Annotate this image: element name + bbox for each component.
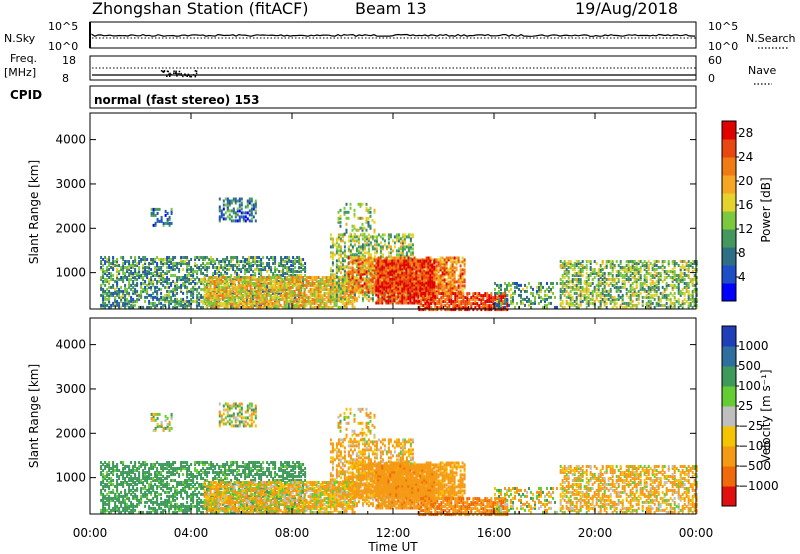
cpid-text: normal (fast stereo) 153 — [94, 93, 260, 107]
colorbar-segment — [722, 466, 736, 487]
velocity-cbar-tick: −25 — [738, 419, 763, 433]
nsearch-tick-bottom: 10^0 — [708, 40, 738, 53]
power-colorbar: 4 8 12 16 20 24 28 — [721, 120, 753, 302]
colorbar-segment — [722, 426, 736, 447]
nsky-trace — [91, 33, 696, 39]
time-tick-label: 16:00 — [477, 526, 512, 540]
colorbar-segment — [722, 211, 736, 230]
nsky-tick-bottom: 10^0 — [48, 40, 78, 53]
time-axis: 00:00 04:00 08:00 12:00 16:00 20:00 00:00 — [73, 113, 714, 540]
velocity-yaxis: 1000 2000 3000 4000 — [55, 338, 696, 485]
velocity-cbar-tick: 500 — [738, 359, 761, 373]
nsearch-label: N.Search — [746, 32, 796, 45]
colorbar-segment — [722, 346, 736, 367]
power-cbar-tick: 4 — [738, 270, 746, 284]
time-tick-label: 04:00 — [174, 526, 209, 540]
power-ylabel: Slant Range [km] — [27, 160, 41, 264]
freq-label-top: Freq. — [10, 52, 37, 65]
power-yaxis: 1000 2000 3000 4000 — [55, 133, 696, 280]
power-cbar-label: Power [dB] — [759, 177, 773, 242]
range-tick-label: 3000 — [55, 177, 86, 191]
nsky-panel: N.Sky 10^5 10^0 10^5 10^0 N.Search — [4, 20, 796, 53]
colorbar-segment — [722, 326, 736, 347]
power-cbar-tick: 16 — [738, 198, 753, 212]
beam-label: Beam 13 — [355, 0, 427, 18]
range-tick-label: 2000 — [55, 221, 86, 235]
date-label: 19/Aug/2018 — [575, 0, 678, 18]
velocity-cbar-label: Velocity [m s⁻¹] — [759, 369, 773, 462]
freq-panel: Freq. [MHz] 18 8 60 0 Nave — [4, 52, 776, 85]
range-tick-label: 1000 — [55, 266, 86, 280]
colorbar-segment — [722, 193, 736, 212]
power-cbar-tick: 24 — [738, 150, 753, 164]
time-tick-label: 00:00 — [679, 526, 714, 540]
cpid-frame — [89, 85, 697, 109]
nsky-tick-top: 10^5 — [48, 20, 78, 33]
range-tick-label: 1000 — [55, 471, 86, 485]
range-tick-label: 3000 — [55, 382, 86, 396]
colorbar-segment — [722, 157, 736, 176]
freq-label-unit: [MHz] — [4, 66, 36, 79]
power-cells — [100, 197, 698, 312]
power-cbar-tick: 8 — [738, 246, 746, 260]
velocity-panel: 1000 2000 3000 4000 Slant Range [km] 1000 50… — [27, 317, 779, 517]
colorbar-segment — [722, 446, 736, 467]
freq-trace — [92, 67, 696, 78]
nsearch-tick-top: 10^5 — [708, 20, 738, 33]
velocity-cbar-tick: 25 — [738, 399, 753, 413]
nave-label: Nave — [748, 64, 776, 77]
colorbar-segment — [722, 247, 736, 266]
colorbar-segment — [722, 406, 736, 427]
range-tick-label: 4000 — [55, 133, 86, 147]
velocity-cbar-tick: −500 — [738, 459, 771, 473]
colorbar-segment — [722, 121, 736, 140]
velocity-cbar-tick: −1000 — [738, 479, 779, 493]
nave-tick-top: 60 — [708, 54, 722, 67]
colorbar-segment — [722, 265, 736, 284]
time-tick-label: 08:00 — [275, 526, 310, 540]
colorbar-segment — [722, 486, 736, 507]
freq-frame — [89, 55, 697, 81]
velocity-cbar-tick: 1000 — [738, 339, 769, 353]
range-tick-label: 4000 — [55, 338, 86, 352]
nave-tick-bottom: 0 — [708, 72, 715, 85]
nsky-label: N.Sky — [4, 32, 36, 45]
time-tick-label: 00:00 — [73, 526, 108, 540]
colorbar-segment — [722, 386, 736, 407]
velocity-cells — [100, 402, 698, 517]
colorbar-segment — [722, 366, 736, 387]
velocity-cbar-tick: 100 — [738, 379, 761, 393]
freq-tick-top: 18 — [62, 54, 76, 67]
power-panel: 1000 2000 3000 4000 Slant Range [km] 4 8 12 16… — [27, 112, 773, 312]
power-cbar-tick: 28 — [738, 126, 753, 140]
time-tick-label: 20:00 — [578, 526, 613, 540]
power-cbar-tick: 20 — [738, 174, 753, 188]
station-title: Zhongshan Station (fitACF) — [92, 0, 309, 18]
power-cbar-tick: 12 — [738, 222, 753, 236]
colorbar-segment — [722, 283, 736, 302]
range-tick-label: 2000 — [55, 426, 86, 440]
time-tick-label: 12:00 — [376, 526, 411, 540]
freq-tick-bottom: 8 — [62, 72, 69, 85]
colorbar-segment — [722, 139, 736, 158]
cpid-label: CPID — [10, 88, 42, 102]
colorbar-segment — [722, 229, 736, 248]
time-axis-label: Time UT — [367, 540, 418, 554]
colorbar-segment — [722, 175, 736, 194]
velocity-cbar-tick: −100 — [738, 439, 771, 453]
velocity-ylabel: Slant Range [km] — [27, 364, 41, 468]
velocity-colorbar: 1000 500 100 25 −25 −100 −500 −1000 — [721, 325, 779, 507]
